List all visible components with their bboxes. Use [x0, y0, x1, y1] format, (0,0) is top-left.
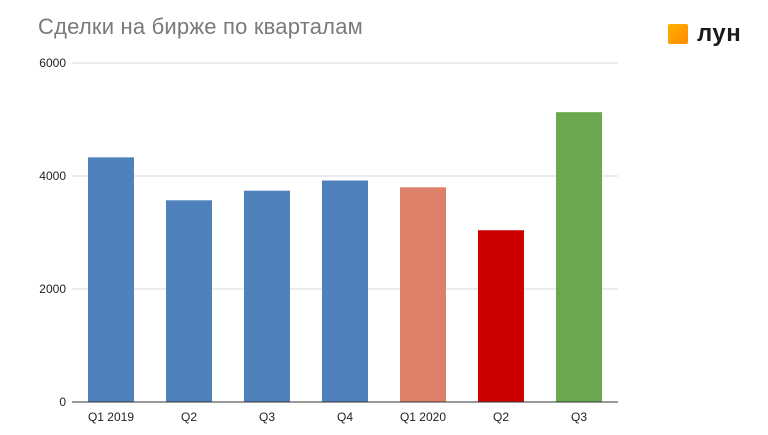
x-tick-label: Q1 2020 [400, 410, 446, 424]
bar-1 [88, 157, 134, 402]
y-tick-label: 2000 [39, 282, 66, 296]
y-axis-labels: 0 2000 4000 6000 [39, 56, 66, 409]
logo-square-icon [668, 24, 688, 44]
logo-text: лун [697, 20, 742, 47]
y-tick-label: 0 [59, 395, 66, 409]
bar-4 [322, 180, 368, 402]
x-tick-label: Q1 2019 [88, 410, 134, 424]
x-axis-labels: Q1 2019 Q2 Q3 Q4 Q1 2020 Q2 Q3 [88, 410, 587, 424]
x-tick-label: Q2 [493, 410, 509, 424]
y-tick-label: 6000 [39, 56, 66, 70]
bar-6 [478, 230, 524, 402]
bar-3 [244, 190, 290, 402]
brand-logo: лун [668, 20, 741, 48]
x-tick-label: Q2 [181, 410, 197, 424]
y-tick-label: 4000 [39, 169, 66, 183]
chart-title: Сделки на бирже по кварталам [38, 14, 363, 39]
x-tick-label: Q3 [571, 410, 587, 424]
x-tick-label: Q3 [259, 410, 275, 424]
bar-7 [556, 112, 602, 402]
bars [88, 112, 602, 402]
bar-2 [166, 200, 212, 402]
bar-5 [400, 187, 446, 402]
x-tick-label: Q4 [337, 410, 353, 424]
